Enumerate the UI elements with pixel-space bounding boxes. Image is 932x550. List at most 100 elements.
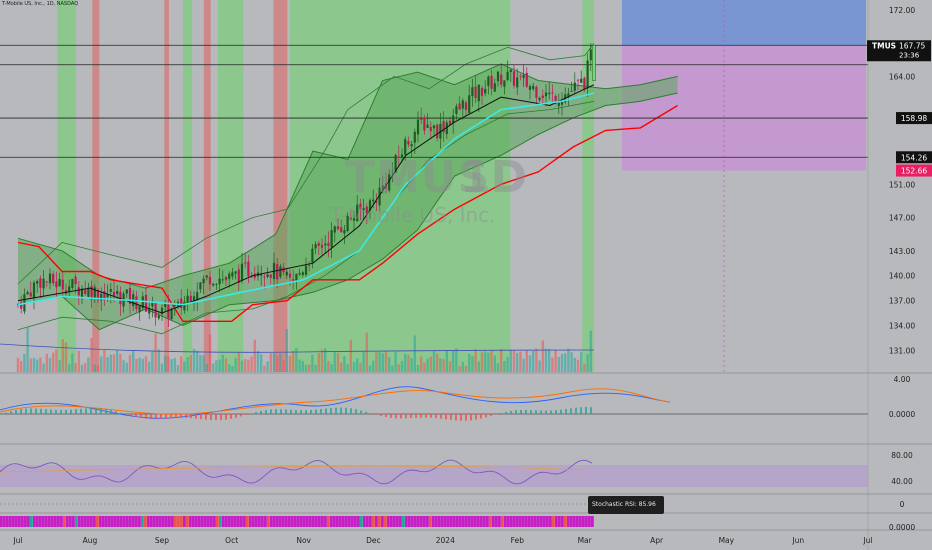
volume-bar: [58, 360, 61, 372]
candle-body: [186, 295, 189, 304]
volume-bar: [356, 358, 359, 372]
volume-bar: [464, 365, 468, 372]
macd-histogram-bar: [275, 409, 277, 414]
candle-body: [250, 276, 253, 278]
volume-bar: [560, 354, 564, 372]
macd-histogram-bar: [465, 414, 467, 421]
candle-body: [525, 72, 528, 87]
volume-bar: [240, 360, 244, 372]
signal-strip-bar: [513, 516, 516, 527]
volume-bar: [141, 358, 144, 372]
signal-strip-bar: [402, 516, 405, 527]
volume-bar: [308, 364, 311, 372]
candle-body: [77, 287, 80, 296]
macd-histogram-bar: [375, 414, 377, 415]
price-tag-value: 158.98: [901, 114, 927, 123]
candle-body: [112, 291, 116, 297]
macd-histogram-bar: [435, 414, 437, 419]
macd-histogram-bar: [555, 410, 557, 414]
candle-body: [544, 92, 548, 97]
signal-strip-bar: [222, 516, 225, 527]
candle-body: [42, 278, 45, 289]
x-tick-label: 2024: [436, 536, 455, 545]
signal-strip-bar: [468, 516, 471, 527]
macd-histogram-bar: [15, 409, 17, 414]
candle-body: [74, 276, 77, 285]
macd-histogram-bar: [160, 414, 162, 420]
candle-body: [340, 227, 343, 233]
rsi-band: [0, 465, 868, 487]
candle-body: [93, 287, 96, 299]
volume-bar: [276, 355, 279, 372]
signal-strip-bar: [297, 516, 300, 527]
signal-strip-bar: [588, 516, 591, 527]
candle-body: [490, 75, 493, 89]
macd-histogram-bar: [120, 412, 122, 414]
volume-bar: [445, 350, 448, 372]
candle-body: [205, 275, 208, 278]
signal-strip-bar: [324, 516, 327, 527]
signal-strip-bar: [339, 516, 342, 527]
volume-bar: [87, 357, 90, 372]
y-tick-label: 137.00: [889, 297, 915, 306]
target-box-lower: [621, 45, 866, 171]
rsi-ma-line: [0, 465, 585, 473]
signal-strip-bar: [72, 516, 75, 527]
volume-bar: [247, 359, 250, 372]
volume-bar: [391, 365, 394, 372]
signal-strip-bar: [375, 516, 378, 527]
signal-strip-bar: [492, 516, 495, 527]
macd-histogram-bar: [545, 410, 547, 414]
price-tag-value: 152.66: [901, 167, 927, 176]
signal-strip-bar: [474, 516, 477, 527]
candle-body: [500, 74, 503, 85]
volume-bar: [432, 351, 436, 372]
macd-histogram-bar: [355, 409, 357, 414]
macd-histogram-bar: [405, 414, 407, 419]
signal-strip-bar: [546, 516, 549, 527]
watermark-ticker: TMUS: [345, 152, 491, 203]
volume-bar: [586, 354, 589, 372]
volume-bar: [183, 361, 186, 372]
signal-strip-bar: [99, 516, 102, 527]
x-tick-label: Jul: [12, 536, 22, 545]
candle-body: [52, 273, 55, 284]
macd-histogram-bar: [360, 410, 362, 414]
candle-body: [426, 124, 429, 128]
candle-body: [292, 279, 295, 282]
signal-strip-bar: [24, 516, 27, 527]
signal-strip-bar: [204, 516, 207, 527]
signal-strip-bar: [114, 516, 117, 527]
candle-body: [413, 131, 416, 143]
signal-strip-bar: [549, 516, 552, 527]
cloud-upper-line: [17, 63, 678, 289]
signal-strip-bar: [471, 516, 474, 527]
volume-bar: [292, 350, 295, 372]
volume-bar: [589, 330, 592, 372]
signal-strip-bar: [135, 516, 138, 527]
candle-body: [84, 289, 87, 295]
candle-body: [528, 86, 532, 90]
candle-body: [58, 279, 61, 287]
volume-bar: [381, 353, 384, 372]
signal-strip-bar: [411, 516, 414, 527]
volume-bar: [64, 342, 68, 372]
macd-histogram-bar: [60, 410, 62, 414]
signal-strip-bar: [162, 516, 165, 527]
watermark-interval: 1D: [460, 152, 528, 203]
signal-strip-bar: [312, 516, 315, 527]
volume-bar: [541, 340, 544, 372]
volume-bar: [16, 358, 20, 372]
volume-bar: [138, 357, 141, 372]
signal-strip-bar: [423, 516, 426, 527]
volume-bar: [519, 351, 522, 372]
volume-bar: [285, 329, 288, 372]
macd-histogram-bar: [345, 407, 347, 414]
signal-strip-bar: [30, 516, 33, 527]
macd-histogram-bar: [390, 414, 392, 418]
volume-bar: [77, 350, 80, 372]
signal-strip-bar: [144, 516, 147, 527]
candle-body: [368, 200, 372, 211]
signal-strip-bar: [18, 516, 21, 527]
